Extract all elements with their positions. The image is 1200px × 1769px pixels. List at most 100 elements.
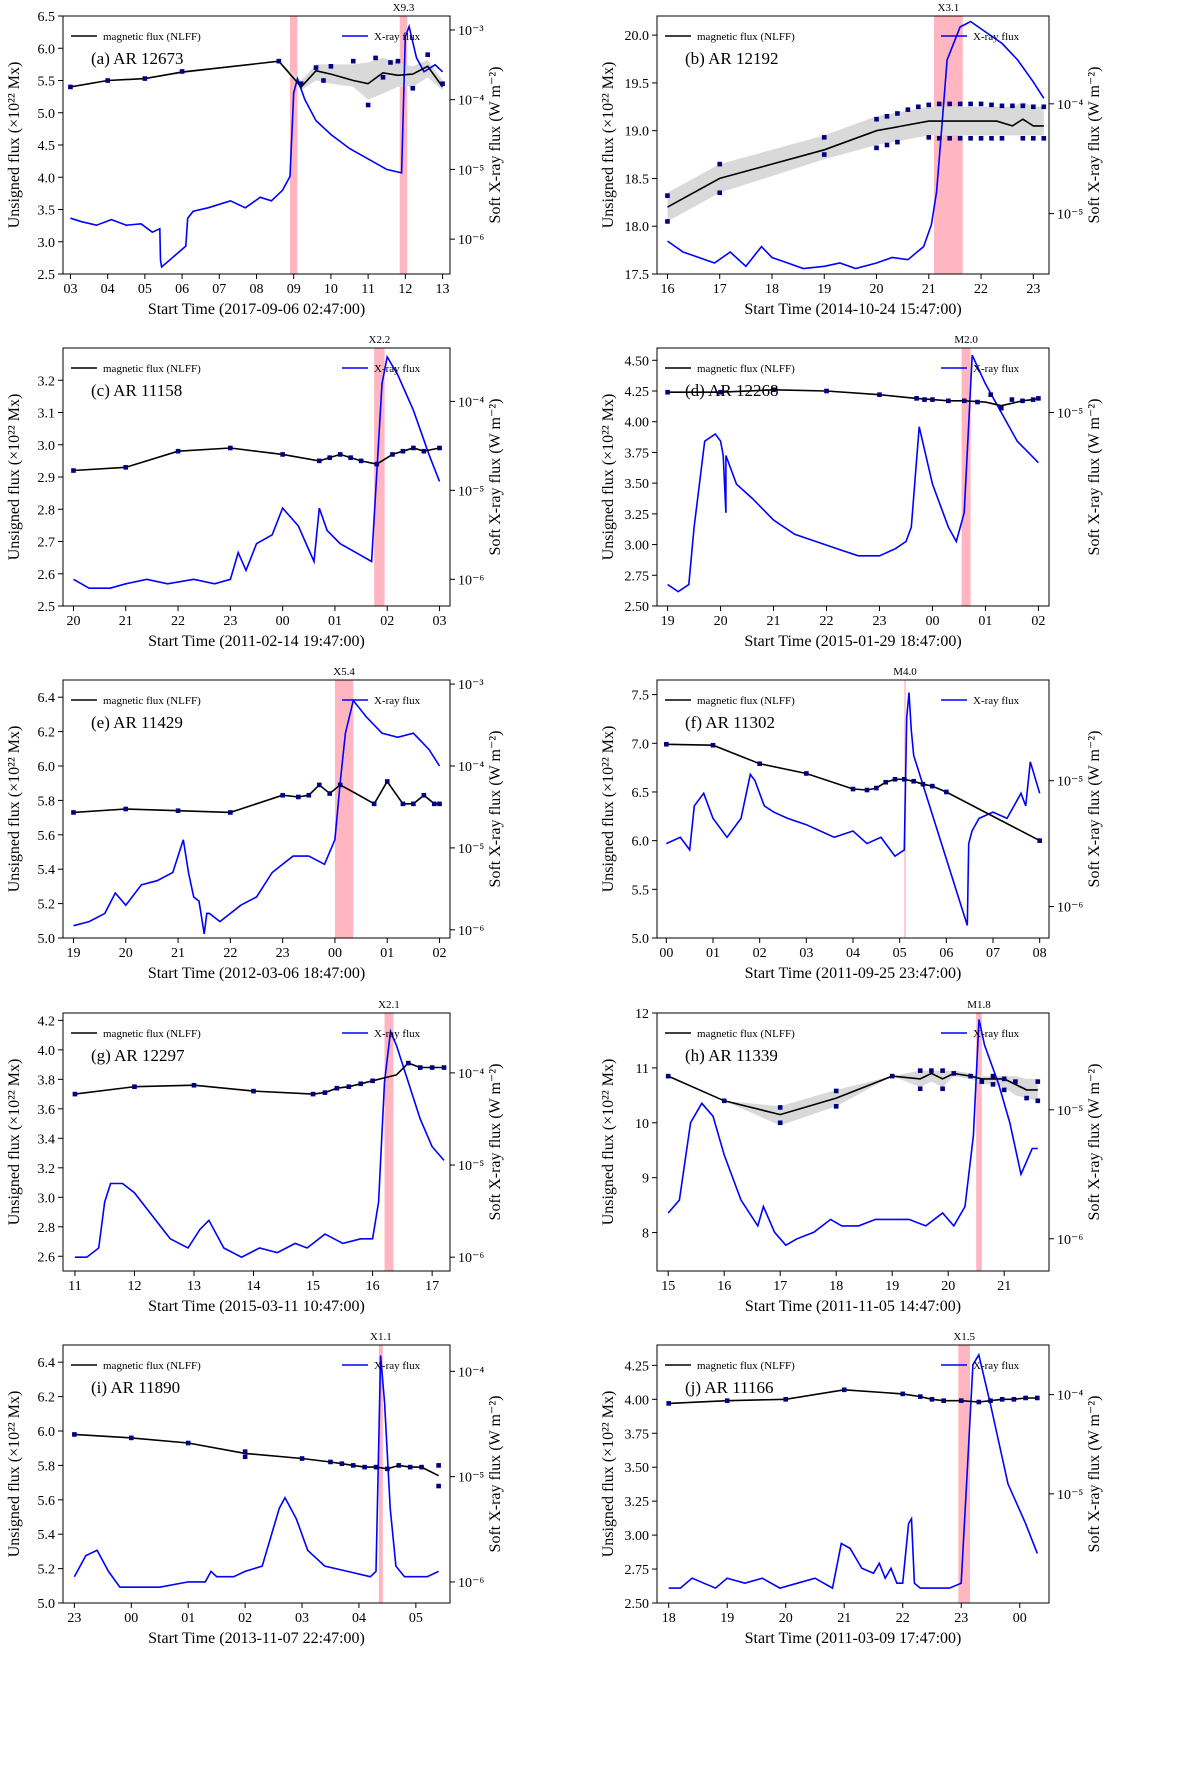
flux-data-point (976, 1399, 982, 1405)
x-tick-label: 05 (138, 282, 152, 297)
x-tick-label: 20 (870, 282, 884, 297)
y-tick-label: 5.2 (38, 898, 56, 913)
y2-tick-label: 10⁻⁶ (1057, 1233, 1083, 1248)
flux-data-point (988, 392, 994, 397)
x-axis-label: Start Time (2015-01-29 18:47:00) (744, 633, 961, 650)
flux-data-point (417, 1065, 423, 1070)
x-axis-label: Start Time (2017-09-06 02:47:00) (148, 301, 365, 318)
y-tick-label: 3.2 (38, 1162, 56, 1177)
flare-band (378, 1345, 383, 1603)
x-tick-label: 22 (223, 946, 237, 961)
y-axis-label: Unsigned flux (×10²² Mx) (600, 726, 617, 893)
flux-data-point (400, 801, 406, 807)
flux-data-point (68, 84, 73, 90)
y-tick-label: 18.0 (625, 220, 650, 235)
flux-data-point (179, 69, 185, 74)
flux-data-point (1020, 136, 1026, 141)
flux-data-point (327, 791, 333, 796)
y-tick-label: 3.2 (38, 374, 56, 389)
x-tick-label: 02 (753, 946, 767, 961)
flux-data-point (990, 1082, 996, 1087)
flare-band (976, 1013, 982, 1271)
y-tick-label: 6.0 (632, 835, 650, 850)
flux-data-point (900, 1391, 906, 1397)
legend-flux-label: magnetic flux (NLFF) (103, 31, 201, 43)
plot-area (665, 1013, 1041, 1271)
y-tick-label: 4.0 (38, 1044, 56, 1059)
x-tick-label: 02 (1031, 614, 1045, 629)
xray-flux-line (74, 1028, 445, 1259)
flux-data-point (337, 452, 343, 457)
y2-tick-label: 10⁻⁵ (1057, 208, 1083, 223)
flux-data-point (999, 405, 1004, 411)
flux-data-point (1011, 1397, 1017, 1402)
legend-xray-label: X-ray flux (973, 1360, 1020, 1372)
x-tick-label: 00 (1013, 1611, 1027, 1626)
y-tick-label: 6.4 (38, 691, 56, 706)
y-tick-label: 3.0 (38, 439, 56, 454)
flux-data-point (298, 81, 304, 87)
x-tick-label: 01 (380, 946, 394, 961)
flux-data-point (989, 102, 994, 108)
x-tick-label: 18 (765, 282, 779, 297)
flux-data-point (123, 806, 129, 812)
y-tick-label: 10 (635, 1117, 649, 1132)
flux-data-point (123, 465, 129, 470)
flux-data-point (978, 101, 984, 107)
y-tick-label: 6.0 (38, 42, 56, 57)
y2-tick-label: 10⁻⁵ (458, 842, 484, 857)
y-tick-label: 9 (642, 1172, 649, 1187)
y-axis-label: Unsigned flux (×10²² Mx) (600, 1059, 617, 1226)
legend-xray-label: X-ray flux (973, 31, 1020, 43)
xray-flux-line (73, 698, 441, 935)
x-tick-label: 20 (66, 614, 80, 629)
x-tick-label: 07 (986, 946, 1000, 961)
flare-class-label: X1.1 (370, 1331, 392, 1343)
chart-panel-4: 19 20 21 22 23 00 01 02 5.0 5.2 5.4 5.6 5.8 6.0 6.2 6.4… (6, 666, 504, 982)
y2-tick-label: 10⁻⁴ (458, 1365, 484, 1380)
flux-data-point (804, 771, 809, 776)
y-tick-label: 4.5 (38, 139, 56, 154)
flux-data-point (902, 777, 907, 782)
flux-data-point (892, 777, 898, 782)
legend-xray-label: X-ray flux (374, 695, 421, 707)
x-tick-label: 12 (127, 1279, 141, 1294)
flux-data-point (410, 85, 416, 91)
y-tick-label: 4.2 (38, 1014, 56, 1029)
magnetic-flux-line (667, 118, 1044, 208)
y2-axis-label: Soft X-ray flux (W m⁻²) (487, 1064, 504, 1221)
legend-xray-label: X-ray flux (973, 695, 1020, 707)
flux-data-point (132, 1084, 137, 1090)
flux-data-point (316, 458, 322, 464)
y2-tick-label: 10⁻⁵ (1057, 407, 1083, 422)
flux-data-point (175, 448, 181, 454)
y2-axis-label: Soft X-ray flux (W m⁻²) (1086, 731, 1103, 888)
y-tick-label: 5.4 (38, 863, 56, 878)
y-tick-label: 2.75 (625, 1563, 650, 1578)
magnetic-flux-line (667, 1072, 1038, 1116)
y2-tick-label: 10⁻³ (458, 678, 484, 693)
y-tick-label: 5.8 (38, 794, 56, 809)
axes-frame (62, 1012, 451, 1272)
magnetic-flux-line (70, 60, 444, 89)
flux-data-point (72, 1091, 78, 1097)
flux-data-point (1034, 1395, 1040, 1401)
flux-data-point (821, 152, 827, 157)
flux-data-point (874, 145, 879, 151)
y-tick-label: 2.7 (38, 536, 56, 551)
flux-data-point (1031, 136, 1036, 141)
flare-band (934, 16, 963, 274)
y-tick-label: 5.5 (38, 75, 56, 90)
flux-data-point (334, 1085, 340, 1091)
x-tick-label: 21 (997, 1279, 1011, 1294)
y-tick-label: 5.0 (38, 107, 56, 122)
panel-title: (e) AR 11429 (91, 713, 183, 732)
panel-title: (h) AR 11339 (685, 1046, 778, 1065)
y-tick-label: 3.00 (625, 1529, 650, 1544)
x-tick-label: 23 (276, 946, 290, 961)
flare-band (384, 1013, 394, 1271)
x-tick-label: 04 (101, 282, 115, 297)
flux-data-point (421, 792, 427, 798)
chart-panel-9: 18 19 20 21 22 23 00 2.50 2.75 3.00 3.25 3.50 3.75 4.… (600, 1331, 1103, 1647)
flux-data-point (242, 1454, 248, 1460)
